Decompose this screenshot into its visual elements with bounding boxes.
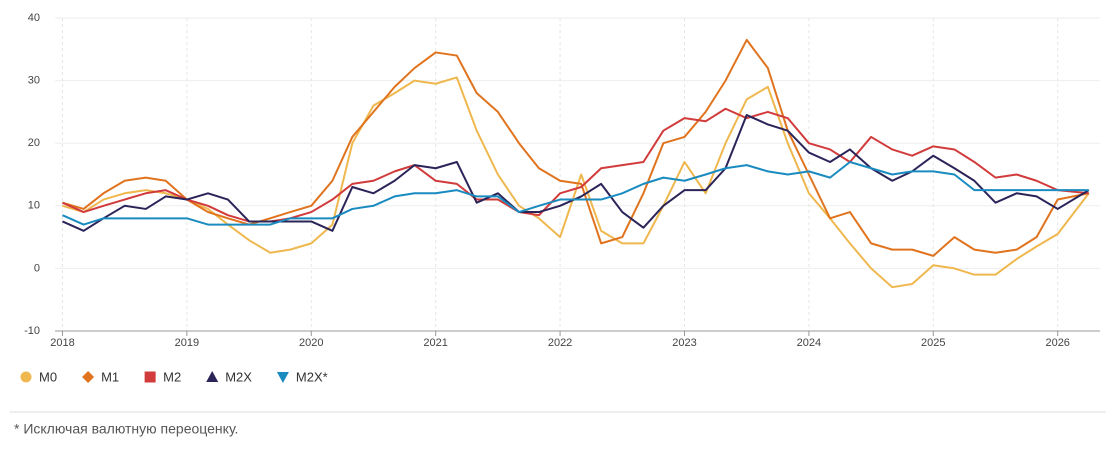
y-tick-label: 40: [28, 12, 40, 24]
legend-label: M0: [39, 369, 57, 384]
legend-marker: [276, 372, 289, 383]
series-line: [62, 76, 1090, 289]
y-tick-label: 30: [28, 75, 40, 87]
y-tick-label: 0: [34, 262, 40, 274]
legend-marker: [82, 371, 95, 383]
legend-marker: [20, 371, 32, 383]
x-tick-label: 2024: [797, 337, 821, 349]
x-tick-label: 2023: [672, 337, 696, 349]
x-tick-label: 2022: [548, 337, 572, 349]
y-tick-label: 10: [28, 200, 40, 212]
y-tick-label: 20: [28, 137, 40, 149]
series-line: [62, 160, 1089, 226]
legend-label: M2: [163, 369, 181, 384]
footnote: * Исключая валютную переоценку.: [14, 421, 238, 437]
x-tick-label: 2020: [299, 337, 323, 349]
legend-label: M2X*: [296, 369, 328, 384]
x-tick-label: 2019: [175, 337, 199, 349]
series-line: [62, 114, 1090, 232]
series-line: [62, 38, 1089, 257]
series-line: [62, 107, 1089, 223]
x-tick-label: 2021: [423, 337, 447, 349]
x-tick-label: 2018: [50, 337, 74, 349]
legend-label: M1: [101, 369, 119, 384]
legend-label: M2X: [225, 369, 252, 384]
y-tick-label: -10: [24, 325, 40, 337]
x-tick-label: 2025: [921, 337, 945, 349]
legend-marker: [206, 371, 219, 382]
x-tick-label: 2026: [1045, 337, 1069, 349]
legend-marker: [144, 371, 156, 383]
